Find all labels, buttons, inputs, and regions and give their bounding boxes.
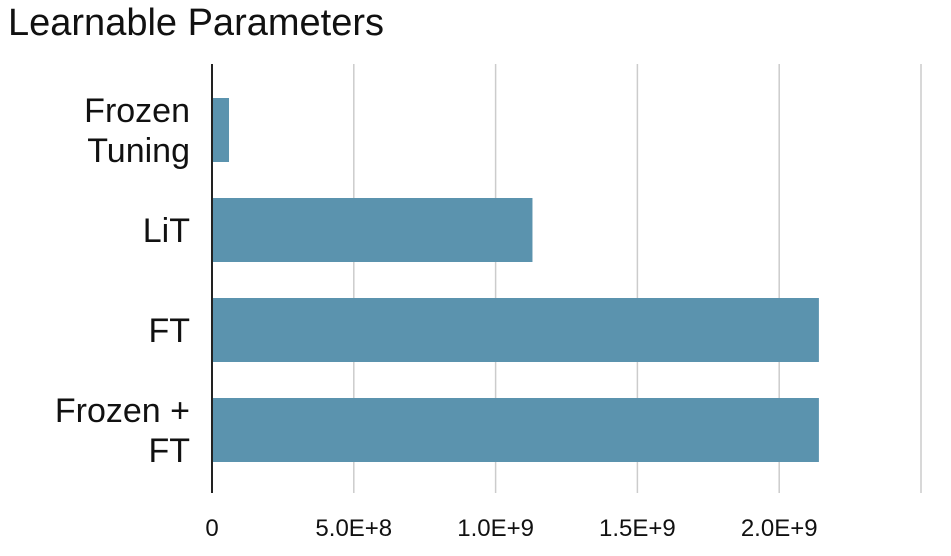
category-label: Frozen + FT [55, 392, 190, 470]
category-label: FT [148, 312, 190, 350]
chart-title: Learnable Parameters [8, 2, 384, 44]
bars [212, 98, 819, 462]
x-tick-label: 1.0E+9 [457, 515, 534, 542]
labels: 0 5.0E+8 1.0E+9 1.5E+9 2.0E+9 Frozen Tuning LiT… [55, 92, 818, 542]
bar [212, 398, 819, 462]
category-label: Frozen Tuning [84, 92, 190, 170]
x-tick-label: 0 [205, 515, 218, 542]
bar [212, 98, 230, 162]
x-tick-label: 5.0E+8 [315, 515, 392, 542]
bar [212, 298, 819, 362]
category-label: LiT [143, 212, 190, 250]
x-tick-label: 2.0E+9 [741, 515, 818, 542]
bar [212, 198, 533, 262]
x-tick-label: 1.5E+9 [599, 515, 676, 542]
